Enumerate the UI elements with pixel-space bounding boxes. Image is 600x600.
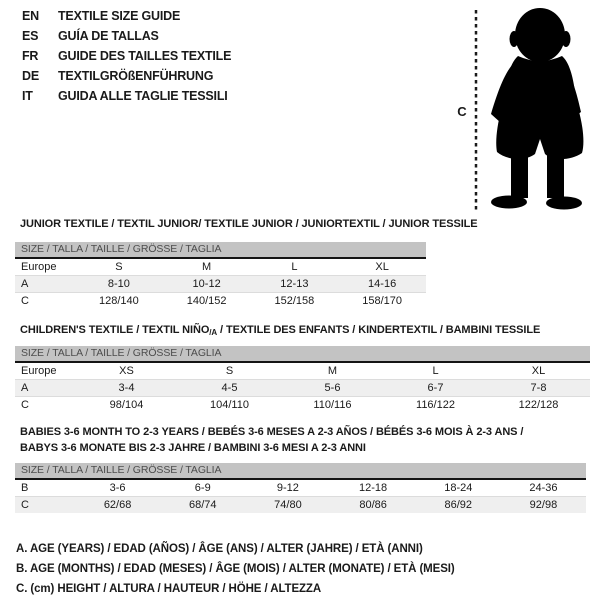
cell: 98/104 [109,399,144,411]
figure-measure-label: C [457,104,467,119]
lang-row-fr: FR GUIDE DES TAILLES TEXTILE [22,46,231,66]
row-label: C [21,399,29,411]
size-header-bar: SIZE / TALLA / TAILLE / GRÖSSE / TAGLIA [15,346,590,363]
row-label: Europe [21,261,57,273]
cell: 158/170 [362,295,402,307]
row-label: B [21,482,29,494]
cell: 12-13 [280,278,309,290]
cell: 140/152 [186,295,227,307]
cell: 3-4 [118,382,135,394]
row-label: A [21,278,29,290]
lang-code: FR [22,49,39,63]
cell: M [327,365,338,377]
cell: 128/140 [98,295,139,307]
cell: S [225,365,234,377]
cell: 5-6 [324,382,341,394]
lang-title: GUÍA DE TALLAS [58,29,159,43]
cell: 74/80 [274,499,302,511]
title-text: / TEXTILE DES ENFANTS / KINDERTEXTIL / B… [217,324,541,336]
table-row-age-months: B 3-6 6-9 9-12 12-18 18-24 24-36 [15,480,586,496]
lang-row-en: EN TEXTILE SIZE GUIDE [22,6,231,26]
cell: 110/116 [313,399,352,411]
cell: 8-10 [107,278,130,290]
table-row-height: C 98/104 104/110 110/116 116/122 122/128 [15,396,590,413]
children-table: SIZE / TALLA / TAILLE / GRÖSSE / TAGLIA … [15,346,590,413]
junior-table-title: JUNIOR TEXTILE / TEXTIL JUNIOR/ TEXTILE … [20,218,478,230]
cell: 80/86 [359,499,387,511]
lang-code: EN [22,9,39,23]
cell: 104/110 [210,399,249,411]
baby-height-figure: C [440,4,598,216]
footnote-height-cm: C. (cm) HEIGHT / ALTURA / HAUTEUR / HÖHE… [16,583,322,595]
baby-body [491,8,584,210]
row-label: C [21,295,29,307]
legend-footnotes: A. AGE (YEARS) / EDAD (AÑOS) / ÂGE (ANS)… [16,539,455,599]
title-subscript: /A [209,328,218,337]
table-row-age: A 8-10 10-12 12-13 14-16 [15,275,426,292]
cell: 7-8 [530,382,547,394]
lang-code: DE [22,69,39,83]
cell: 6-9 [194,482,211,494]
lang-row-it: IT GUIDA ALLE TAGLIE TESSILI [22,86,231,106]
cell: S [115,261,123,273]
cell: 116/122 [416,399,455,411]
children-table-title: CHILDREN'S TEXTILE / TEXTIL NIÑO/A / TEX… [20,322,540,341]
table-row-age: A 3-4 4-5 5-6 6-7 7-8 [15,379,590,396]
cell: 18-24 [444,482,473,494]
babies-table-title: BABIES 3-6 MONTH TO 2-3 YEARS / BEBÉS 3-… [20,424,523,456]
cell: 92/98 [529,499,558,511]
cell: 86/92 [444,499,473,511]
title-line-1: BABIES 3-6 MONTH TO 2-3 YEARS / BEBÉS 3-… [20,426,524,438]
cell: 68/74 [188,499,217,511]
lang-title: TEXTILGRÖßENFÜHRUNG [58,69,214,83]
row-label: C [21,499,29,511]
cell: L [291,261,298,273]
title-line-2: BABYS 3-6 MONATE BIS 2-3 JAHRE / BAMBINI… [20,442,366,454]
footnote-age-years: A. AGE (YEARS) / EDAD (AÑOS) / ÂGE (ANS)… [16,543,423,555]
babies-table: SIZE / TALLA / TAILLE / GRÖSSE / TAGLIA … [15,463,586,513]
cell: 24-36 [529,482,558,494]
cell: 3-6 [109,482,126,494]
cell: 4-5 [221,382,238,394]
table-row-height: C 62/68 68/74 74/80 80/86 86/92 92/98 [15,496,586,513]
cell: XL [375,261,389,273]
cell: XS [119,365,134,377]
size-header-bar: SIZE / TALLA / TAILLE / GRÖSSE / TAGLIA [15,463,586,480]
footnote-age-months: B. AGE (MONTHS) / EDAD (MESES) / ÂGE (MO… [16,563,455,575]
row-label: Europe [21,365,57,377]
language-title-list: EN TEXTILE SIZE GUIDE ES GUÍA DE TALLAS … [22,6,231,106]
cell: 62/68 [103,499,132,511]
title-text: CHILDREN'S TEXTILE / TEXTIL NIÑO [20,324,210,336]
cell: M [202,261,212,273]
cell: XL [531,365,546,377]
lang-title: GUIDA ALLE TAGLIE TESSILI [58,89,228,103]
cell: 6-7 [427,382,444,394]
lang-title: TEXTILE SIZE GUIDE [58,9,181,23]
lang-title: GUIDE DES TAILLES TEXTILE [58,49,232,63]
cell: 14-16 [368,278,397,290]
table-row-europe: Europe S M L XL [15,259,426,275]
cell: 9-12 [276,482,299,494]
cell: 152/158 [274,295,315,307]
table-row-europe: Europe XS S M L XL [15,363,590,379]
table-row-height: C 128/140 140/152 152/158 158/170 [15,292,426,309]
junior-table: SIZE / TALLA / TAILLE / GRÖSSE / TAGLIA … [15,242,426,309]
lang-code: ES [22,29,39,43]
cell: L [432,365,439,377]
size-header-bar: SIZE / TALLA / TAILLE / GRÖSSE / TAGLIA [15,242,426,259]
lang-row-es: ES GUÍA DE TALLAS [22,26,231,46]
lang-row-de: DE TEXTILGRÖßENFÜHRUNG [22,66,231,86]
lang-code: IT [22,89,33,103]
cell: 10-12 [192,278,221,290]
cell: 12-18 [359,482,388,494]
cell: 122/128 [518,399,559,411]
baby-silhouette-icon: C [457,8,584,210]
row-label: A [21,382,29,394]
